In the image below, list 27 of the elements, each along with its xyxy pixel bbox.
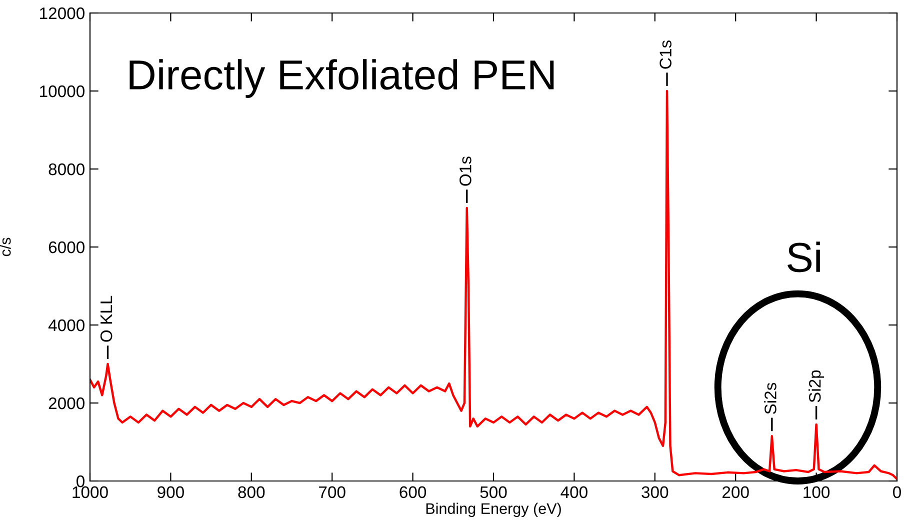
x-tick-label: 500 <box>480 486 507 498</box>
y-axis-title: c/s <box>0 238 11 256</box>
y-tick-label: 4000 <box>48 319 84 332</box>
x-axis-title: Binding Energy (eV) <box>426 502 561 518</box>
x-tick-label: 800 <box>238 486 265 498</box>
annotation: Si2p <box>808 370 824 402</box>
x-tick-label: 300 <box>642 486 668 498</box>
annotation: Si <box>788 242 820 272</box>
y-tick-label: 0 <box>76 475 84 488</box>
x-tick-label: 600 <box>400 486 426 498</box>
x-tick-label: 400 <box>560 486 588 498</box>
y-tick-label: 8000 <box>48 163 84 176</box>
x-tick-label: 1000 <box>72 486 108 498</box>
y-tick-label: 12000 <box>40 7 84 20</box>
y-tick-label: 6000 <box>48 241 84 254</box>
x-tick-label: 100 <box>804 486 830 498</box>
annotation: Si2s <box>764 382 776 414</box>
annotation: O KLL <box>100 296 112 342</box>
annotation: C1s <box>660 40 672 69</box>
y-tick-label: 10000 <box>40 85 84 98</box>
annotation: Directly Exfoliated PEN <box>130 59 554 98</box>
x-tick-label: 200 <box>722 486 749 498</box>
annotation: O1s <box>460 156 472 186</box>
x-tick-label: 700 <box>319 486 346 498</box>
x-tick-label: 0 <box>893 486 901 498</box>
y-tick-label: 2000 <box>48 397 84 410</box>
x-tick-label: 900 <box>158 486 184 498</box>
